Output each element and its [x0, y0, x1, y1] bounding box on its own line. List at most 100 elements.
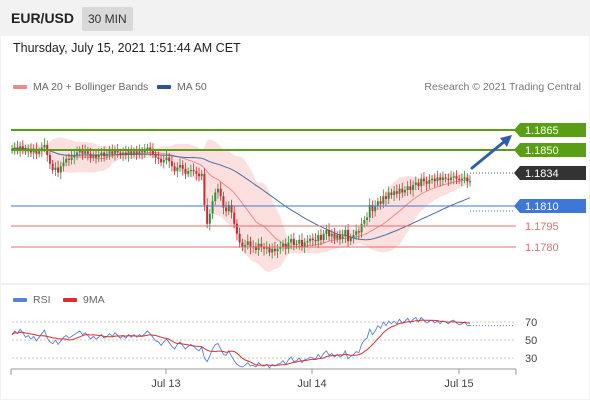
- candle-body: [225, 207, 228, 212]
- candle-body: [84, 151, 87, 154]
- candle-body: [19, 146, 22, 150]
- candle-body: [241, 242, 244, 248]
- x-tick-label: Jul 15: [444, 378, 473, 390]
- candle-body: [265, 247, 268, 249]
- x-tick-label: Jul 14: [297, 378, 326, 390]
- candle-body: [154, 153, 157, 158]
- price-level-label: 1.1780: [525, 242, 559, 254]
- candle-body: [16, 147, 19, 150]
- candle-body: [341, 236, 344, 239]
- ma50-line: [11, 147, 471, 241]
- candle-body: [458, 178, 461, 180]
- price-tag-shape: [514, 199, 586, 213]
- price-tag-last: 1.1834: [514, 166, 586, 180]
- candle-body: [100, 152, 103, 155]
- candle-body: [57, 167, 60, 173]
- candle-body: [360, 223, 363, 233]
- candle-body: [311, 238, 314, 240]
- candle-body: [441, 177, 444, 180]
- candle-body: [282, 243, 285, 248]
- legend-ma50: MA 50: [157, 81, 207, 93]
- price-tag-label: 1.1850: [525, 145, 559, 157]
- candle-body: [81, 150, 84, 154]
- candle-body: [76, 152, 79, 155]
- chart-panel: [1, 36, 589, 399]
- candle-body: [420, 178, 423, 187]
- candle-body: [284, 243, 287, 249]
- rsi-ma-line: [11, 319, 471, 366]
- candle-body: [67, 158, 70, 160]
- candle-body: [379, 201, 382, 204]
- candle-body: [460, 178, 463, 180]
- price-tag-pivot: 1.1810: [514, 199, 586, 213]
- candle-body: [309, 238, 312, 242]
- candle-body: [333, 233, 336, 239]
- candle-body: [439, 177, 442, 180]
- candle-body: [219, 188, 222, 197]
- forecast-arrow: [470, 139, 507, 170]
- legend-ma20: MA 20 + Bollinger Bands: [13, 81, 148, 93]
- candle-body: [105, 153, 108, 157]
- candle-body: [13, 147, 16, 149]
- price-tag-resistance: 1.1850: [514, 143, 586, 157]
- candle-body: [254, 246, 257, 250]
- candle-body: [227, 205, 230, 212]
- candle-body: [463, 177, 466, 179]
- legend-ma20-label: MA 20 + Bollinger Bands: [33, 81, 149, 93]
- candle-body: [292, 238, 295, 245]
- candle-body: [455, 176, 458, 179]
- candle-body: [51, 163, 54, 170]
- candle-body: [108, 151, 111, 154]
- price-tag-label: 1.1810: [525, 201, 559, 213]
- candle-body: [431, 178, 434, 180]
- candle-body: [422, 178, 425, 182]
- price-tag-resistance: 1.1865: [514, 123, 586, 137]
- candle-body: [103, 152, 106, 157]
- price-tag-shape: [514, 143, 586, 157]
- candle-body: [59, 166, 62, 173]
- candle-body: [263, 247, 266, 249]
- candle-body: [43, 145, 46, 148]
- candle-body: [371, 205, 374, 212]
- candle-body: [54, 167, 57, 170]
- candle-body: [450, 177, 453, 180]
- candle-body: [97, 155, 100, 158]
- candle-body: [398, 188, 401, 194]
- candle-body: [184, 168, 187, 174]
- legend-rsi-ma-label: 9MA: [83, 294, 105, 306]
- candle-body: [271, 248, 274, 253]
- candle-body: [233, 212, 236, 224]
- candle-body: [173, 166, 176, 172]
- rsi-swatch: [13, 298, 27, 303]
- timeframe-button[interactable]: 30 MIN: [82, 7, 133, 31]
- candle-body: [230, 205, 233, 213]
- candle-body: [113, 150, 116, 154]
- candle-body: [338, 235, 341, 239]
- candle-body: [48, 155, 51, 164]
- chart-header: EUR/USD 30 MIN: [0, 0, 590, 36]
- candle-body: [406, 186, 409, 190]
- candle-body: [466, 177, 469, 182]
- price-tag-label: 1.1834: [525, 168, 559, 180]
- candle-body: [151, 150, 154, 154]
- candle-body: [238, 233, 241, 243]
- candle-body: [295, 243, 298, 245]
- candle-body: [89, 153, 92, 158]
- x-tick-label: Jul 13: [151, 378, 180, 390]
- candle-body: [189, 170, 192, 172]
- candle-body: [368, 205, 371, 218]
- candle-body: [384, 196, 387, 199]
- candle-body: [306, 241, 309, 243]
- price-level-label: 1.1795: [525, 221, 559, 233]
- candle-body: [181, 165, 184, 169]
- candle-body: [387, 192, 390, 199]
- candle-body: [168, 157, 171, 162]
- candle-body: [357, 231, 360, 233]
- candle-body: [425, 181, 428, 184]
- candle-body: [127, 151, 130, 155]
- rsi-ma-swatch: [63, 298, 77, 303]
- legend-rsi-label: RSI: [33, 294, 51, 306]
- candle-body: [95, 155, 98, 158]
- candle-body: [469, 181, 471, 183]
- rsi-tick-label: 70: [525, 317, 537, 329]
